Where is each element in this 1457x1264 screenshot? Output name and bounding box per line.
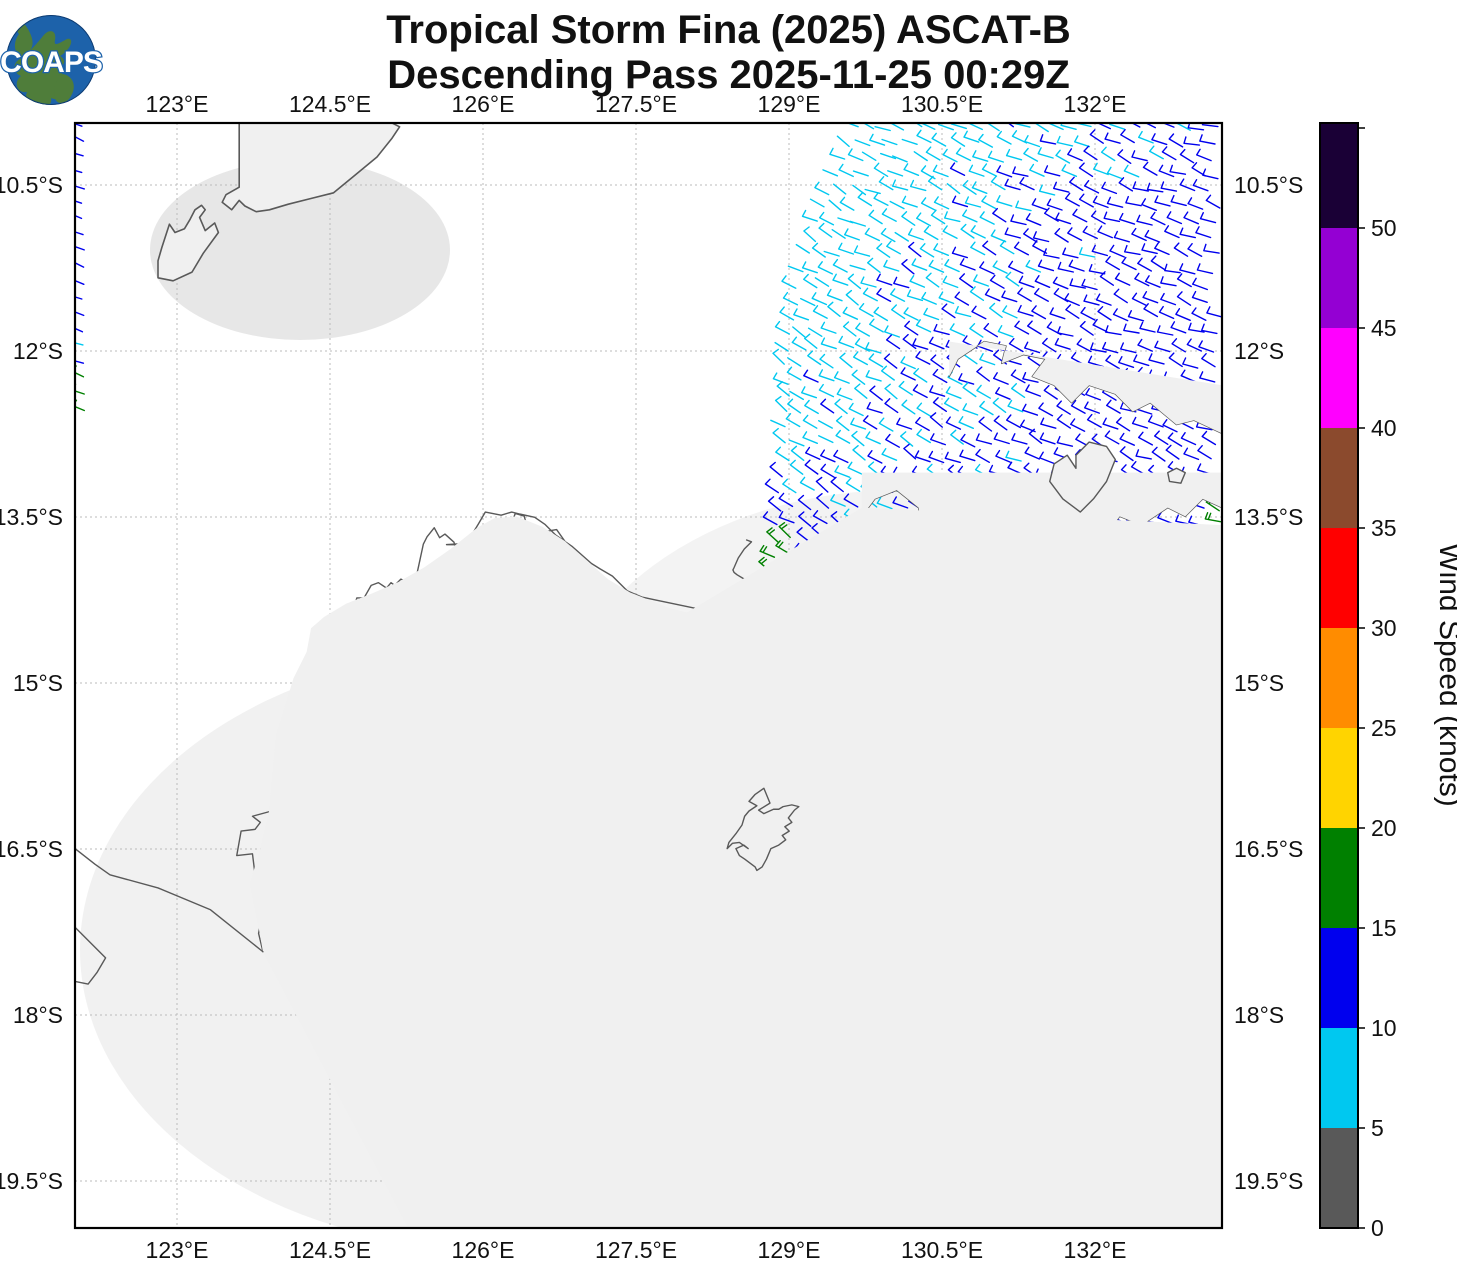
svg-text:124.5°E: 124.5°E — [289, 1237, 371, 1263]
svg-text:123°E: 123°E — [146, 1237, 209, 1263]
svg-text:18°S: 18°S — [1234, 1002, 1284, 1028]
svg-text:18°S: 18°S — [13, 1002, 63, 1028]
svg-text:13.5°S: 13.5°S — [1234, 504, 1303, 530]
svg-text:10.5°S: 10.5°S — [1234, 172, 1303, 198]
svg-text:0: 0 — [1371, 1215, 1384, 1241]
svg-text:19.5°S: 19.5°S — [1234, 1168, 1303, 1194]
svg-text:Wind Speed (knots): Wind Speed (knots) — [1433, 543, 1457, 806]
svg-text:126°E: 126°E — [452, 1237, 515, 1263]
svg-text:129°E: 129°E — [758, 1237, 821, 1263]
svg-text:13.5°S: 13.5°S — [0, 504, 63, 530]
svg-text:50: 50 — [1371, 215, 1397, 241]
svg-text:12°S: 12°S — [1234, 338, 1284, 364]
svg-text:35: 35 — [1371, 515, 1397, 541]
svg-text:16.5°S: 16.5°S — [1234, 836, 1303, 862]
svg-text:15: 15 — [1371, 915, 1397, 941]
svg-text:45: 45 — [1371, 315, 1397, 341]
svg-text:40: 40 — [1371, 415, 1397, 441]
svg-text:16.5°S: 16.5°S — [0, 836, 63, 862]
svg-text:10.5°S: 10.5°S — [0, 172, 63, 198]
svg-text:30: 30 — [1371, 615, 1397, 641]
svg-text:130.5°E: 130.5°E — [901, 1237, 983, 1263]
svg-text:10: 10 — [1371, 1015, 1397, 1041]
svg-text:12°S: 12°S — [13, 338, 63, 364]
svg-text:132°E: 132°E — [1064, 1237, 1127, 1263]
svg-text:15°S: 15°S — [1234, 670, 1284, 696]
svg-text:15°S: 15°S — [13, 670, 63, 696]
svg-text:127.5°E: 127.5°E — [595, 1237, 677, 1263]
svg-text:20: 20 — [1371, 815, 1397, 841]
svg-text:19.5°S: 19.5°S — [0, 1168, 63, 1194]
svg-text:25: 25 — [1371, 715, 1397, 741]
svg-text:5: 5 — [1371, 1115, 1384, 1141]
